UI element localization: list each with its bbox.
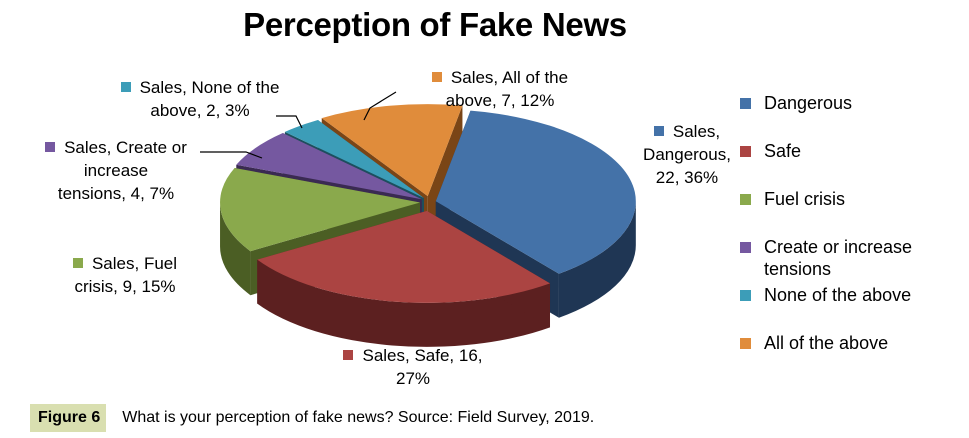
legend-swatch-none-above (740, 290, 751, 301)
legend-label-dangerous: Dangerous (764, 93, 853, 113)
leader-line-none-above (276, 115, 303, 129)
data-label-create-tensions: Sales, Create or increase tensions, 4, 7… (20, 136, 212, 205)
legend-label-all-above: All of the above (764, 333, 889, 353)
data-label-safe-line2: 27% (395, 369, 431, 388)
data-label-fuel-crisis: Sales, Fuel crisis, 9, 15% (40, 252, 210, 298)
legend-swatch-safe (740, 146, 751, 157)
data-label-fuel-line2: crisis, 9, 15% (74, 277, 176, 296)
legend-label-fuel-crisis: Fuel crisis (764, 189, 846, 209)
legend-item-none-above: None of the above (740, 284, 968, 332)
data-label-dangerous-line1: Sales, (672, 122, 721, 141)
figure-caption: Figure 6 What is your perception of fake … (30, 404, 594, 432)
legend-item-dangerous: Dangerous (740, 92, 968, 140)
leader-line-all-above (363, 91, 397, 121)
pie-side-safe (257, 259, 551, 347)
legend-item-safe: Safe (740, 140, 968, 188)
swatch-dangerous (653, 126, 664, 136)
pie-slice-none-above (284, 120, 424, 199)
data-label-create-line1: Sales, Create or (64, 138, 187, 157)
data-label-none-line1: Sales, None of the (139, 78, 280, 97)
legend-label-none-above: None of the above (764, 285, 912, 305)
legend: Dangerous Safe Fuel crisis Create or inc… (740, 92, 968, 380)
pie-slice-all-above (321, 104, 463, 197)
swatch-create-tensions (45, 142, 56, 152)
data-label-create-line3: tensions, 4, 7% (57, 184, 175, 203)
caption-text: What is your perception of fake news? So… (122, 409, 595, 426)
swatch-fuel-crisis (72, 258, 83, 268)
data-label-none-above: Sales, None of the above, 2, 3% (98, 76, 302, 122)
legend-item-fuel-crisis: Fuel crisis (740, 188, 968, 236)
data-label-all-above: Sales, All of the above, 7, 12% (408, 66, 592, 112)
legend-swatch-all-above (740, 338, 751, 349)
data-label-dangerous-line3: 22, 36% (655, 168, 719, 187)
data-label-safe: Sales, Safe, 16, 27% (318, 344, 508, 390)
data-label-dangerous-line2: Dangerous, (643, 145, 731, 164)
leader-line-create-tensions (200, 151, 263, 159)
data-label-fuel-line1: Sales, Fuel (91, 254, 178, 273)
data-label-dangerous: Sales, Dangerous, 22, 36% (612, 120, 762, 189)
legend-item-all-above: All of the above (740, 332, 968, 380)
pie-slice-safe (257, 210, 551, 303)
chart-title: Perception of Fake News (243, 6, 627, 43)
pie-slice-create-tensions (236, 133, 422, 200)
pie-side-fuel-crisis (220, 202, 251, 296)
swatch-all-above (431, 72, 442, 82)
swatch-none-above (120, 82, 131, 92)
legend-swatch-fuel-crisis (740, 194, 751, 205)
pie-slice-fuel-crisis (220, 167, 421, 252)
data-label-create-line2: increase (83, 161, 149, 180)
swatch-safe (343, 350, 354, 360)
pie-side-dangerous (558, 201, 636, 318)
legend-swatch-create-tensions (740, 242, 751, 253)
legend-swatch-dangerous (740, 98, 751, 109)
data-label-safe-line1: Sales, Safe, 16, (362, 346, 483, 365)
pie-chart (200, 91, 636, 347)
legend-label-safe: Safe (764, 141, 802, 161)
data-label-none-line2: above, 2, 3% (150, 101, 250, 120)
legend-item-create-tensions: Create or increase tensions (740, 236, 944, 284)
data-label-all-line2: above, 7, 12% (445, 91, 555, 110)
figure-label: Figure 6 (30, 404, 107, 432)
pie-slice-dangerous (435, 110, 636, 274)
legend-label-create-tensions: Create or increase tensions (764, 237, 913, 279)
data-label-all-line1: Sales, All of the (450, 68, 569, 87)
